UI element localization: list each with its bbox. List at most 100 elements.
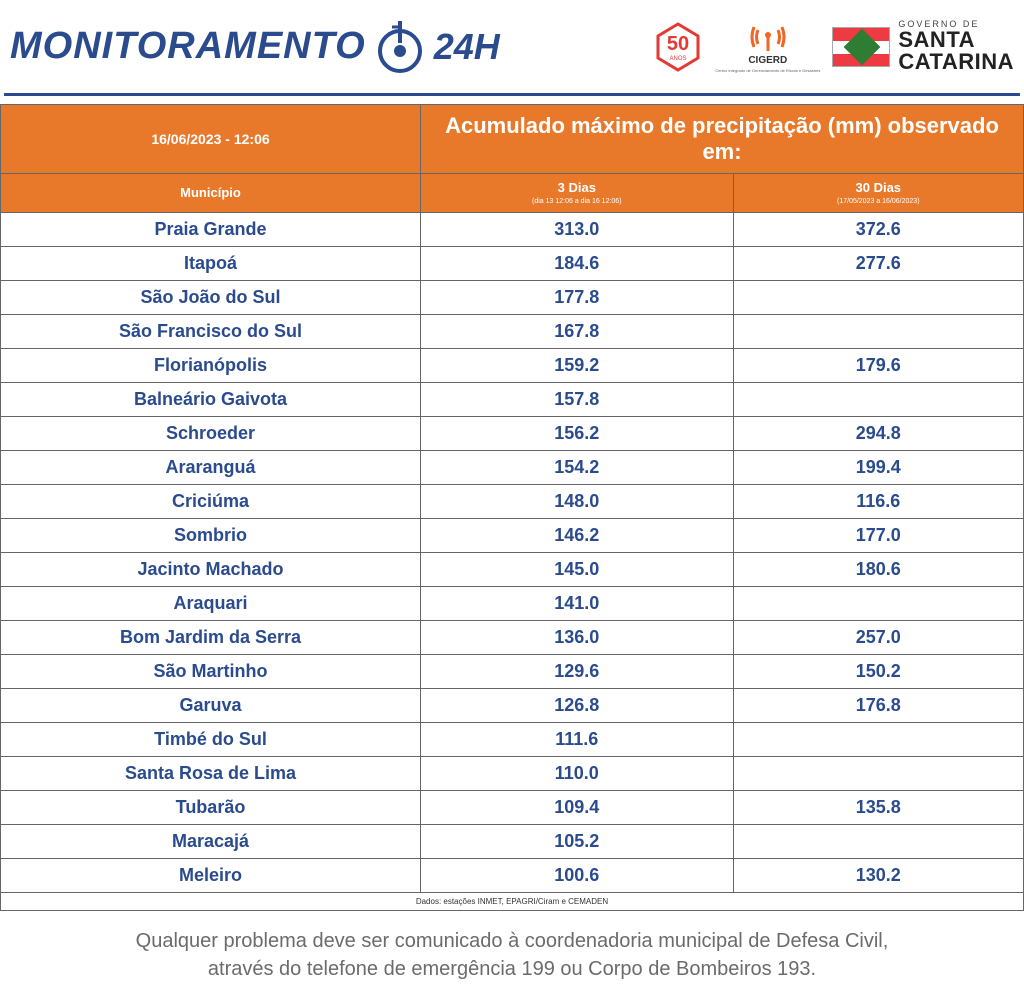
cell-30dias: 130.2 [733,858,1023,892]
cell-3dias: 110.0 [421,756,734,790]
cell-3dias: 136.0 [421,620,734,654]
cell-30dias: 294.8 [733,416,1023,450]
cell-30dias: 179.6 [733,348,1023,382]
cell-3dias: 146.2 [421,518,734,552]
logo-cigerd: CIGERD Centro Integrado de Gerenciamento… [715,21,820,73]
cell-municipio: Araranguá [1,450,421,484]
cell-30dias: 199.4 [733,450,1023,484]
cell-municipio: Criciúma [1,484,421,518]
col-3dias-label: 3 Dias [558,180,596,195]
cell-30dias: 177.0 [733,518,1023,552]
col-municipio: Município [1,174,421,213]
logo-50anos: 50 ANOS [653,22,703,72]
table-row: Schroeder156.2294.8 [1,416,1024,450]
cell-30dias: 116.6 [733,484,1023,518]
brand-block: MONITORAMENTO 24H [10,21,500,73]
cell-municipio: Schroeder [1,416,421,450]
table-row: Garuva126.8176.8 [1,688,1024,722]
cell-3dias: 313.0 [421,212,734,246]
col-30dias-label: 30 Dias [856,180,902,195]
cell-30dias [733,824,1023,858]
cell-3dias: 184.6 [421,246,734,280]
table-row: São João do Sul177.8 [1,280,1024,314]
cell-3dias: 109.4 [421,790,734,824]
table-row: Meleiro100.6130.2 [1,858,1024,892]
svg-text:ANOS: ANOS [670,56,687,62]
cell-municipio: Bom Jardim da Serra [1,620,421,654]
table-row: Jacinto Machado145.0180.6 [1,552,1024,586]
cell-municipio: Praia Grande [1,212,421,246]
cell-municipio: Maracajá [1,824,421,858]
cell-municipio: Balneário Gaivota [1,382,421,416]
cell-municipio: Araquari [1,586,421,620]
cell-municipio: Timbé do Sul [1,722,421,756]
cell-30dias [733,722,1023,756]
cell-3dias: 167.8 [421,314,734,348]
cell-3dias: 111.6 [421,722,734,756]
logo-santa-catarina: GOVERNO DE SANTA CATARINA [832,20,1014,73]
cell-30dias: 257.0 [733,620,1023,654]
cell-3dias: 100.6 [421,858,734,892]
brand-text: MONITORAMENTO [10,25,366,68]
cell-30dias [733,756,1023,790]
cell-3dias: 145.0 [421,552,734,586]
target-icon [374,21,426,73]
table-row: Araranguá154.2199.4 [1,450,1024,484]
table-row: Sombrio146.2177.0 [1,518,1024,552]
table-row: Bom Jardim da Serra136.0257.0 [1,620,1024,654]
table-row: Araquari141.0 [1,586,1024,620]
cell-municipio: Meleiro [1,858,421,892]
cell-municipio: Tubarão [1,790,421,824]
table-row: Santa Rosa de Lima110.0 [1,756,1024,790]
header-bar: MONITORAMENTO 24H 50 ANOS [0,0,1024,93]
table-row: Tubarão109.4135.8 [1,790,1024,824]
cell-30dias [733,280,1023,314]
table-row: Florianópolis159.2179.6 [1,348,1024,382]
table-row: São Martinho129.6150.2 [1,654,1024,688]
table-row: Timbé do Sul111.6 [1,722,1024,756]
cell-municipio: Jacinto Machado [1,552,421,586]
antenna-icon [748,21,788,53]
precip-table: 16/06/2023 - 12:06 Acumulado máximo de p… [0,104,1024,911]
cell-3dias: 141.0 [421,586,734,620]
cell-municipio: São Martinho [1,654,421,688]
col-30dias-sub: (17/05/2023 a 16/06/2023) [738,198,1019,206]
cell-3dias: 129.6 [421,654,734,688]
cell-30dias [733,586,1023,620]
col-30dias: 30 Dias (17/05/2023 a 16/06/2023) [733,174,1023,213]
cell-3dias: 148.0 [421,484,734,518]
cell-municipio: São João do Sul [1,280,421,314]
table-row: Praia Grande313.0372.6 [1,212,1024,246]
sc-name-2: CATARINA [898,51,1014,73]
cell-30dias: 135.8 [733,790,1023,824]
table-row: Balneário Gaivota157.8 [1,382,1024,416]
cigerd-label: CIGERD [748,55,787,66]
cell-30dias: 372.6 [733,212,1023,246]
cell-3dias: 157.8 [421,382,734,416]
cell-municipio: Garuva [1,688,421,722]
svg-text:50: 50 [667,33,689,55]
cell-30dias [733,314,1023,348]
footer-line-2: através do telefone de emergência 199 ou… [20,955,1004,983]
cell-3dias: 126.8 [421,688,734,722]
footer-line-1: Qualquer problema deve ser comunicado à … [20,927,1004,955]
header-title: Acumulado máximo de precipitação (mm) ob… [421,105,1024,174]
brand-24h: 24H [434,26,500,68]
cell-3dias: 159.2 [421,348,734,382]
logos-block: 50 ANOS CIGERD Centro Integrado de Geren… [653,20,1014,73]
cell-30dias: 180.6 [733,552,1023,586]
sc-text-block: GOVERNO DE SANTA CATARINA [898,20,1014,73]
cell-municipio: São Francisco do Sul [1,314,421,348]
data-source: Dados: estações INMET, EPAGRI/Ciram e CE… [1,892,1024,910]
table-body: Praia Grande313.0372.6Itapoá184.6277.6Sã… [1,212,1024,892]
table-row: Maracajá105.2 [1,824,1024,858]
sc-name-1: SANTA [898,29,1014,51]
header-timestamp: 16/06/2023 - 12:06 [1,105,421,174]
cell-3dias: 105.2 [421,824,734,858]
cell-municipio: Florianópolis [1,348,421,382]
cell-3dias: 154.2 [421,450,734,484]
col-3dias: 3 Dias (dia 13 12:06 a dia 16 12:06) [421,174,734,213]
footer-notice: Qualquer problema deve ser comunicado à … [0,917,1024,1003]
col-3dias-sub: (dia 13 12:06 a dia 16 12:06) [425,198,729,206]
cell-30dias: 277.6 [733,246,1023,280]
